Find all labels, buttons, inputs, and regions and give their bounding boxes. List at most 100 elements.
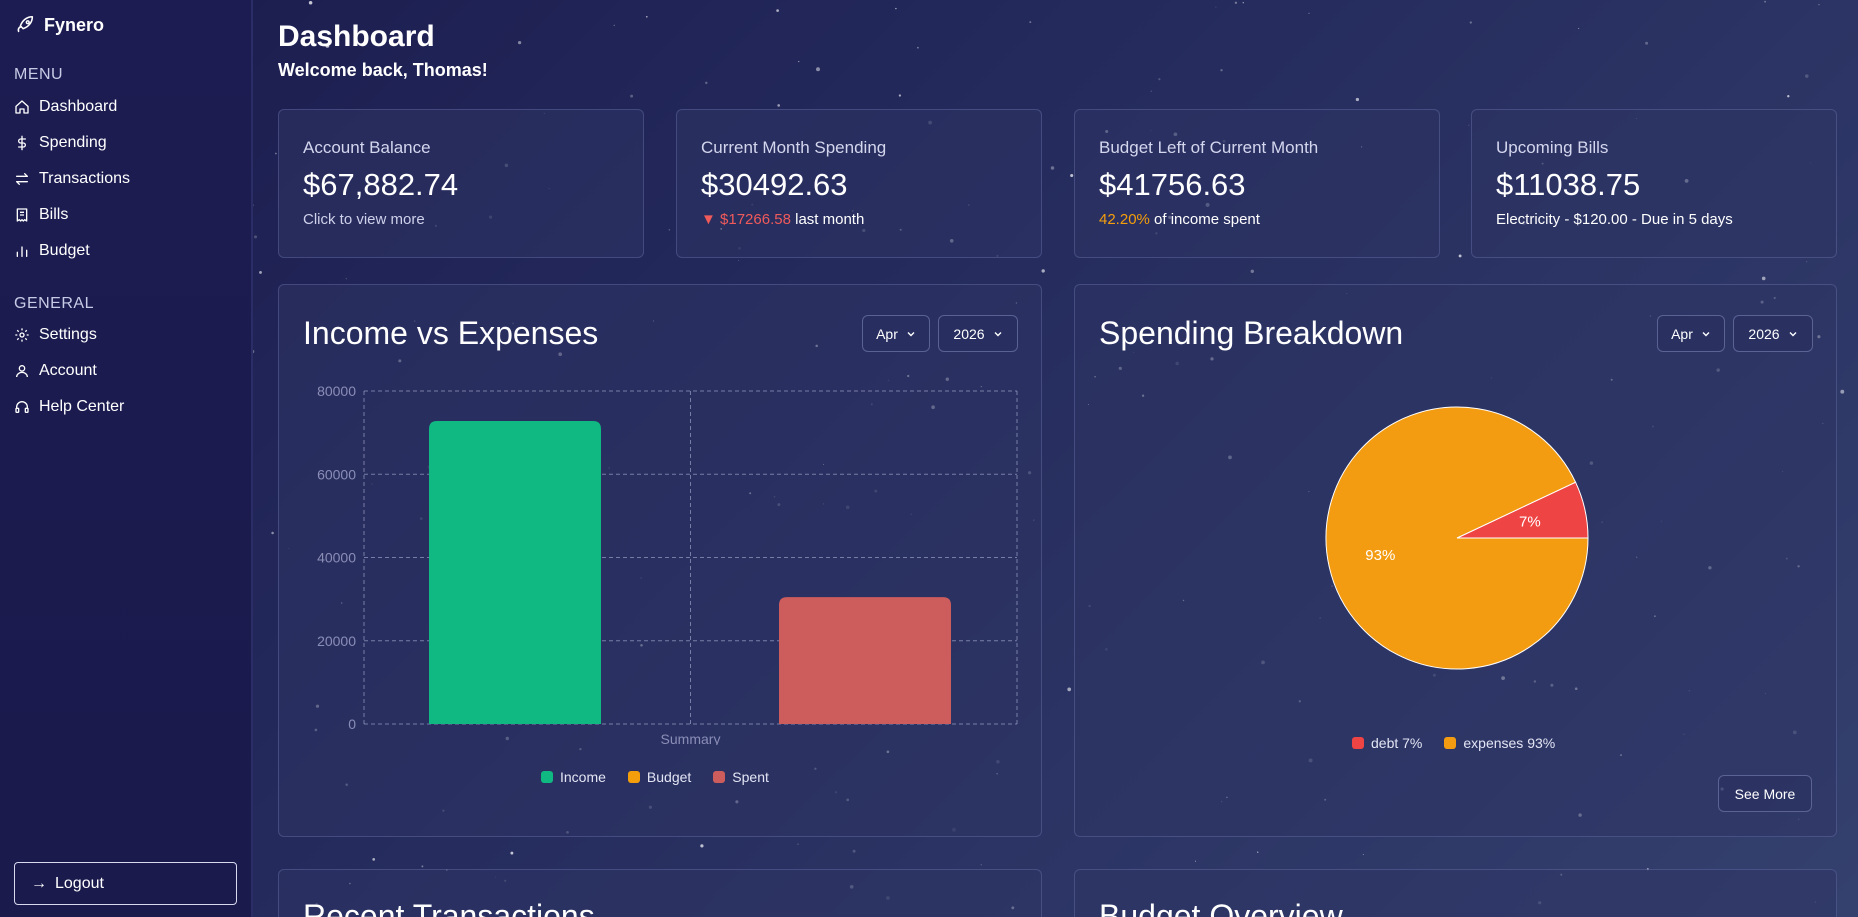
sidebar-item-bills[interactable]: Bills <box>14 206 68 224</box>
brand-name: Fynero <box>44 14 105 35</box>
star <box>1468 124 1470 126</box>
sidebar-item-budget[interactable]: Budget <box>14 242 90 260</box>
star <box>798 61 800 63</box>
menu-section-label: MENU <box>14 66 64 83</box>
star <box>308 0 313 5</box>
panel-title: Recent Transactions <box>303 898 595 917</box>
star <box>613 24 615 26</box>
star <box>1194 860 1197 862</box>
chevron-down-icon <box>994 331 1002 336</box>
arrow-right-icon: → <box>31 874 47 892</box>
legend-item-budget[interactable]: Budget <box>627 769 691 785</box>
star <box>917 46 919 49</box>
star <box>895 7 897 10</box>
legend-item-debt[interactable]: debt 7% <box>1352 735 1422 751</box>
year-select[interactable]: 2026 <box>1733 315 1813 352</box>
star <box>1806 261 1808 263</box>
star <box>1242 1 1245 4</box>
logout-button[interactable]: → Logout <box>14 862 237 905</box>
stat-foot: Electricity - $120.00 - Due in 5 days <box>1496 211 1733 228</box>
star <box>1150 90 1152 92</box>
star <box>1215 6 1217 8</box>
legend-item-income[interactable]: Income <box>541 769 606 785</box>
sidebar-item-dashboard[interactable]: Dashboard <box>14 98 117 116</box>
star <box>271 531 274 535</box>
see-more-button[interactable]: See More <box>1718 775 1812 812</box>
legend-item-spent[interactable]: Spent <box>713 769 769 785</box>
month-select[interactable]: Apr <box>1657 315 1725 352</box>
upcoming-bills-card: Upcoming Bills $11038.75 Electricity - $… <box>1471 109 1837 258</box>
income-vs-expenses-panel: Income vs Expenses Apr 2026 0 20000 40000 6… <box>278 284 1042 837</box>
star <box>852 849 856 853</box>
user-icon <box>16 365 28 378</box>
bar-chart-icon <box>16 246 28 257</box>
arrows-swap-icon <box>16 173 28 185</box>
star <box>259 270 262 274</box>
star <box>1645 41 1649 45</box>
main-content: Dashboard Welcome back, Thomas! Account … <box>253 0 1858 917</box>
stat-foot: Click to view more <box>303 211 425 228</box>
bar-spent[interactable] <box>779 597 951 724</box>
chevron-down-icon <box>1702 331 1710 336</box>
y-tick-label: 20000 <box>317 633 356 649</box>
star <box>668 229 671 231</box>
budget-overview-panel: Budget Overview <box>1074 869 1837 917</box>
stat-value: $30492.63 <box>701 167 848 202</box>
month-select[interactable]: Apr <box>862 315 930 352</box>
income-expenses-bar-chart: 0 20000 40000 60000 80000 Summary <box>317 385 1018 745</box>
stat-foot: ▼ $17266.58 last month <box>701 211 864 228</box>
pie-slice-expenses[interactable] <box>1325 406 1589 670</box>
star <box>345 278 347 280</box>
star <box>275 152 277 155</box>
star <box>1787 95 1790 98</box>
sidebar-item-label: Help Center <box>39 398 125 415</box>
account-balance-card[interactable]: Account Balance $67,882.74 Click to view… <box>278 109 644 258</box>
sidebar-item-transactions[interactable]: Transactions <box>14 170 130 188</box>
panel-title: Budget Overview <box>1099 898 1343 917</box>
legend-label: Spent <box>732 769 769 785</box>
spending-breakdown-panel: Spending Breakdown Apr 2026 7% 93% debt 7… <box>1074 284 1837 837</box>
y-tick-label: 0 <box>348 716 356 732</box>
legend-swatch-income <box>541 771 553 783</box>
chevron-down-icon <box>907 331 915 336</box>
year-select-value: 2026 <box>1748 325 1780 342</box>
legend-label: debt 7% <box>1371 735 1423 751</box>
sidebar-item-settings[interactable]: Settings <box>14 326 97 344</box>
star <box>898 94 902 97</box>
star <box>1029 21 1032 24</box>
star <box>1818 4 1820 6</box>
year-select[interactable]: 2026 <box>938 315 1018 352</box>
brand[interactable]: Fynero <box>14 14 104 36</box>
stat-foot-text: of income spent <box>1154 211 1260 228</box>
pie-chart-legend: debt 7% expenses 93% <box>1352 735 1555 751</box>
star <box>312 33 314 35</box>
star <box>1355 97 1360 102</box>
legend-swatch-debt <box>1352 737 1364 749</box>
star <box>1257 851 1259 853</box>
sidebar-item-label: Budget <box>39 242 90 259</box>
sidebar-item-help-center[interactable]: Help Center <box>14 398 124 416</box>
welcome-message: Welcome back, Thomas! <box>278 60 488 80</box>
star <box>1458 254 1462 258</box>
sidebar: Fynero MENU Dashboard Spending Transacti… <box>0 0 253 917</box>
sidebar-item-account[interactable]: Account <box>14 362 97 380</box>
legend-swatch-expenses <box>1444 737 1457 749</box>
recent-transactions-panel: Recent Transactions <box>278 869 1042 917</box>
sidebar-item-spending[interactable]: Spending <box>14 134 107 152</box>
chevron-down-icon <box>1789 331 1797 336</box>
legend-item-expenses[interactable]: expenses 93% <box>1444 735 1555 751</box>
general-section-label: GENERAL <box>14 295 94 312</box>
legend-label: Income <box>560 769 606 785</box>
star <box>705 81 708 85</box>
sidebar-item-label: Spending <box>39 134 107 151</box>
bar-income[interactable] <box>429 420 601 724</box>
trend-down-icon: ▼ <box>701 211 716 228</box>
star <box>1220 69 1223 72</box>
stat-value: $67,882.74 <box>303 167 459 202</box>
budget-left-card: Budget Left of Current Month $41756.63 4… <box>1074 109 1440 258</box>
x-axis-label: Summary <box>661 731 721 745</box>
star <box>1070 173 1074 178</box>
star <box>1308 12 1310 15</box>
star <box>1840 389 1845 394</box>
star <box>816 67 820 72</box>
